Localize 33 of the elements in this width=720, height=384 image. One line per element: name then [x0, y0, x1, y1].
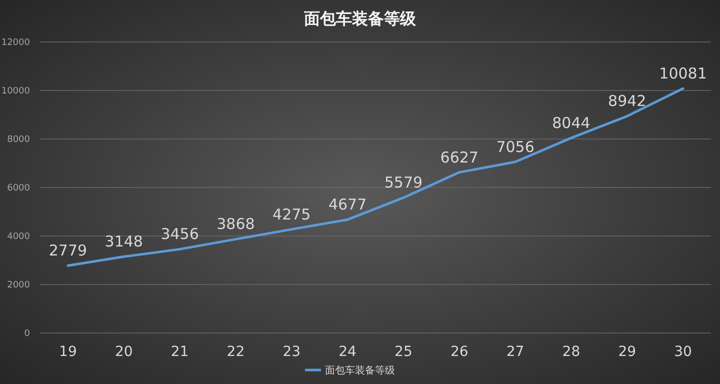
y-tick-label: 4000 — [7, 232, 30, 242]
data-label: 3456 — [160, 225, 199, 244]
y-tick-label: 12000 — [1, 38, 30, 48]
y-tick-label: 10000 — [1, 86, 30, 96]
chart-title: 面包车装备等级 — [303, 9, 417, 28]
x-tick-label: 26 — [450, 344, 468, 360]
x-tick-label: 28 — [562, 344, 580, 360]
x-tick-label: 22 — [226, 344, 245, 360]
y-tick-label: 0 — [24, 329, 30, 339]
data-label: 10081 — [659, 64, 707, 83]
y-tick-label: 2000 — [7, 280, 30, 290]
data-label: 4677 — [328, 196, 367, 214]
data-label: 5579 — [384, 174, 423, 192]
x-tick-label: 19 — [59, 344, 77, 360]
y-tick-label: 6000 — [7, 184, 30, 194]
x-tick-label: 30 — [674, 344, 692, 360]
x-tick-label: 21 — [170, 344, 189, 360]
data-label: 6627 — [440, 148, 478, 166]
data-label: 2779 — [48, 242, 88, 260]
x-tick-label: 29 — [618, 344, 636, 360]
data-label: 8044 — [552, 114, 590, 132]
x-tick-label: 23 — [282, 344, 301, 360]
data-label: 3868 — [216, 215, 255, 234]
x-tick-label: 24 — [338, 344, 357, 360]
data-label: 4275 — [272, 205, 311, 224]
data-label: 7056 — [496, 138, 534, 156]
data-label: 3148 — [104, 232, 143, 251]
x-tick-label: 27 — [506, 344, 524, 360]
legend-label: 面包车装备等级 — [325, 364, 395, 376]
y-tick-label: 8000 — [7, 135, 30, 145]
x-tick-label: 20 — [114, 344, 133, 360]
x-tick-label: 25 — [394, 344, 412, 360]
data-label: 8942 — [608, 92, 646, 110]
